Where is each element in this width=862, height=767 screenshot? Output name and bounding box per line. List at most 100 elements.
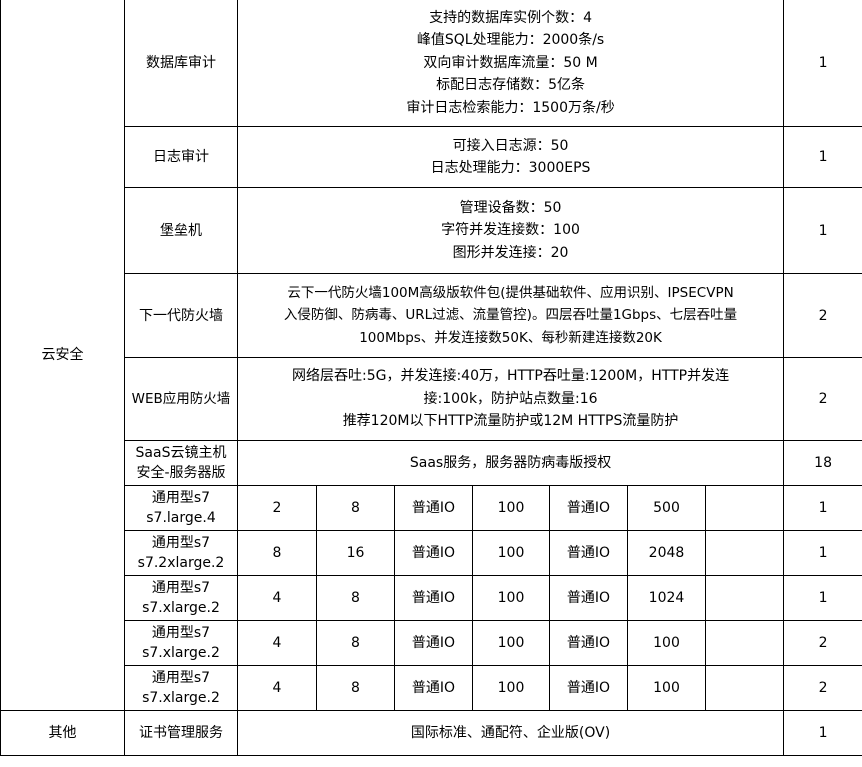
vm-row: 通用型s7 s7.2xlarge.2 8 16 普通IO 100 普通IO 204… — [1, 530, 862, 576]
vm-extra — [704, 485, 785, 531]
desc-line: 支持的数据库实例个数：4 — [429, 9, 592, 26]
vm-cpu: 4 — [237, 620, 317, 666]
desc-line: 图形并发连接：20 — [452, 244, 569, 261]
table-row: WEB应用防火墙 网络层吞吐:5G，并发连接:40万，HTTP吞吐量:1200M… — [1, 357, 862, 441]
vm-cpu: 4 — [237, 575, 317, 621]
vm-spec: s7.xlarge.2 — [142, 690, 220, 706]
vm-sys-disk-size: 100 — [472, 665, 550, 711]
name-line: 安全-服务器版 — [136, 465, 226, 481]
item-name: WEB应用防火墙 — [124, 357, 238, 441]
vm-type-line: 通用型s7 — [151, 625, 211, 641]
vm-row: 通用型s7 s7.xlarge.2 4 8 普通IO 100 普通IO 100 2 — [1, 665, 862, 711]
vm-type: 通用型s7 s7.xlarge.2 — [124, 575, 238, 621]
vm-qty: 1 — [783, 485, 862, 531]
vm-type: 通用型s7 s7.large.4 — [124, 485, 238, 531]
vm-type: 通用型s7 s7.2xlarge.2 — [124, 530, 238, 576]
vm-data-disk-size: 100 — [627, 620, 706, 666]
vm-data-disk-type: 普通IO — [549, 620, 628, 666]
item-desc: 网络层吞吐:5G，并发连接:40万，HTTP吞吐量:1200M，HTTP并发连 … — [236, 357, 785, 441]
vm-data-disk-type: 普通IO — [549, 575, 628, 621]
vm-data-disk-type: 普通IO — [549, 530, 628, 576]
vm-spec: s7.xlarge.2 — [142, 645, 220, 661]
vm-sys-disk-type: 普通IO — [394, 575, 473, 621]
desc-line: 云下一代防火墙100M高级版软件包(提供基础软件、应用识别、IPSECVPN — [287, 284, 734, 301]
table-row: 下一代防火墙 云下一代防火墙100M高级版软件包(提供基础软件、应用识别、IPS… — [1, 273, 862, 358]
vm-sys-disk-type: 普通IO — [394, 620, 473, 666]
desc-line: 入侵防御、防病毒、URL过滤、流量管控)。四层吞吐量1Gbps、七层吞吐量 — [283, 307, 738, 324]
category-cell: 其他 — [0, 710, 125, 756]
vm-mem: 8 — [316, 620, 395, 666]
vm-row: 通用型s7 s7.xlarge.2 4 8 普通IO 100 普通IO 1024 … — [1, 575, 862, 621]
item-desc: 管理设备数：50 字符并发连接数：100 图形并发连接：20 — [236, 187, 785, 274]
vm-cpu: 8 — [237, 530, 317, 576]
item-qty: 1 — [783, 126, 862, 188]
table-row: 日志审计 可接入日志源：50 日志处理能力：3000EPS 1 — [1, 126, 862, 188]
vm-qty: 1 — [783, 575, 862, 621]
desc-line: 字符并发连接数：100 — [441, 222, 580, 239]
vm-extra — [704, 530, 785, 576]
vm-extra — [704, 665, 785, 711]
vm-qty: 2 — [783, 620, 862, 666]
vm-type-line: 通用型s7 — [151, 535, 211, 551]
desc-line: 日志处理能力：3000EPS — [430, 160, 591, 176]
vm-mem: 8 — [316, 485, 395, 531]
category-cell: 云安全 — [0, 0, 125, 711]
vm-sys-disk-size: 100 — [472, 485, 550, 531]
desc-line: 峰值SQL处理能力：2000条/s — [416, 32, 605, 49]
vm-type-line: 通用型s7 — [151, 670, 211, 686]
desc-line: 管理设备数：50 — [459, 199, 562, 216]
table-row: 云安全 数据库审计 支持的数据库实例个数：4 峰值SQL处理能力：2000条/s… — [0, 0, 862, 711]
item-qty: 2 — [783, 273, 862, 358]
item-desc: 云下一代防火墙100M高级版软件包(提供基础软件、应用识别、IPSECVPN 入… — [236, 273, 785, 358]
item-name: 证书管理服务 — [124, 710, 238, 756]
item-name: SaaS云镜主机 安全-服务器版 — [124, 440, 238, 486]
vm-sys-disk-size: 100 — [472, 620, 550, 666]
vm-spec: s7.large.4 — [146, 510, 216, 526]
vm-type: 通用型s7 s7.xlarge.2 — [124, 665, 238, 711]
vm-type-line: 通用型s7 — [151, 580, 211, 596]
vm-data-disk-size: 1024 — [627, 575, 706, 621]
item-desc: 支持的数据库实例个数：4 峰值SQL处理能力：2000条/s 双向审计数据库流量… — [236, 0, 785, 127]
vm-data-disk-size: 500 — [627, 485, 706, 531]
item-name: 堡垒机 — [124, 187, 238, 274]
desc-line: 推荐120M以下HTTP流量防护或12M HTTPS流量防护 — [342, 413, 679, 430]
vm-mem: 8 — [316, 665, 395, 711]
vm-spec: s7.2xlarge.2 — [137, 555, 225, 571]
vm-sys-disk-type: 普通IO — [394, 485, 473, 531]
table-row: 其他 证书管理服务 国际标准、通配符、企业版(OV) 1 — [0, 710, 862, 756]
desc-line: 网络层吞吐:5G，并发连接:40万，HTTP吞吐量:1200M，HTTP并发连 — [291, 368, 730, 385]
item-qty: 1 — [783, 0, 862, 127]
item-desc: Saas服务，服务器防病毒版授权 — [236, 440, 785, 486]
item-qty: 1 — [783, 187, 862, 274]
item-name: 数据库审计 — [124, 0, 238, 127]
desc-line: 双向审计数据库流量：50 M — [423, 54, 598, 71]
item-desc: 国际标准、通配符、企业版(OV) — [236, 710, 785, 756]
vm-cpu: 4 — [237, 665, 317, 711]
vm-data-disk-type: 普通IO — [549, 485, 628, 531]
vm-qty: 2 — [783, 665, 862, 711]
desc-line: 可接入日志源：50 — [452, 137, 569, 154]
table-row: 堡垒机 管理设备数：50 字符并发连接数：100 图形并发连接：20 1 — [1, 187, 862, 274]
vm-spec: s7.xlarge.2 — [142, 600, 220, 616]
vm-type-line: 通用型s7 — [151, 490, 211, 506]
item-name: 日志审计 — [124, 126, 238, 188]
vm-data-disk-size: 2048 — [627, 530, 706, 576]
item-qty: 2 — [783, 357, 862, 441]
table-row: SaaS云镜主机 安全-服务器版 Saas服务，服务器防病毒版授权 18 — [1, 440, 862, 486]
vm-sys-disk-type: 普通IO — [394, 665, 473, 711]
item-name: 下一代防火墙 — [124, 273, 238, 358]
vm-sys-disk-size: 100 — [472, 575, 550, 621]
name-line: SaaS云镜主机 — [135, 445, 227, 461]
vm-type: 通用型s7 s7.xlarge.2 — [124, 620, 238, 666]
desc-line: 标配日志存储数：5亿条 — [436, 77, 585, 94]
vm-row: 通用型s7 s7.large.4 2 8 普通IO 100 普通IO 500 1 — [1, 485, 862, 531]
vm-row: 通用型s7 s7.xlarge.2 4 8 普通IO 100 普通IO 100 2 — [1, 620, 862, 666]
vm-extra — [704, 620, 785, 666]
vm-cpu: 2 — [237, 485, 317, 531]
vm-sys-disk-size: 100 — [472, 530, 550, 576]
item-desc: 可接入日志源：50 日志处理能力：3000EPS — [236, 126, 785, 188]
desc-line: 100Mbps、并发连接数50K、每秒新建连接数20K — [359, 329, 662, 346]
item-qty: 1 — [783, 710, 862, 756]
vm-data-disk-type: 普通IO — [549, 665, 628, 711]
